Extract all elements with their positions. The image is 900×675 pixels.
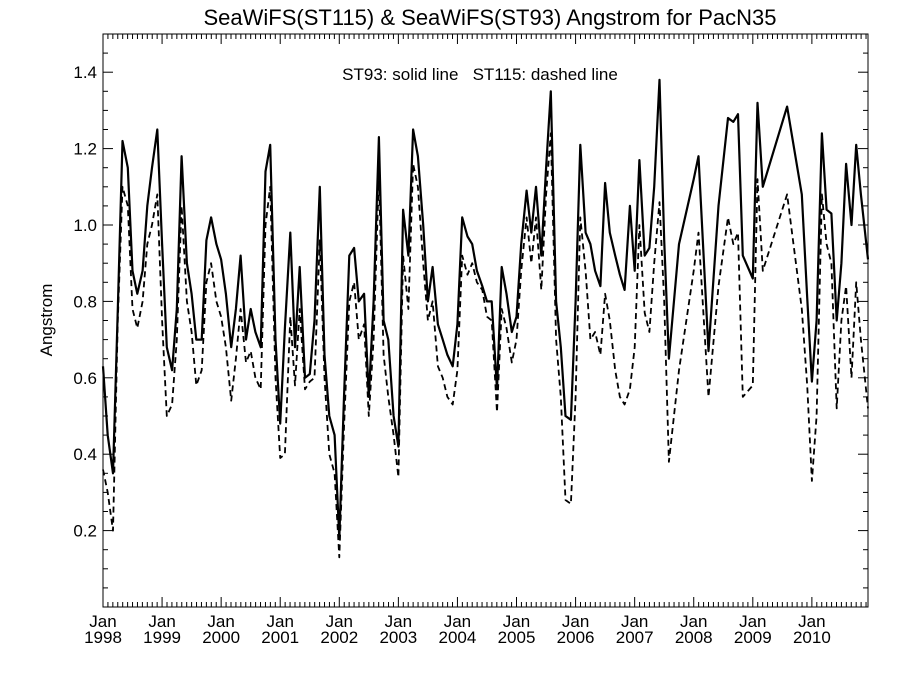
y-tick-label: 0.8 (73, 292, 97, 311)
x-tick-label-month: Jan (444, 612, 471, 631)
plot-frame (102, 33, 869, 608)
x-tick-label-month: Jan (503, 612, 530, 631)
y-tick-label: 0.6 (73, 369, 97, 388)
x-tick-label-month: Jan (680, 612, 707, 631)
x-tick-label-year: 2001 (261, 628, 299, 647)
y-tick-label: 1.0 (73, 216, 97, 235)
x-axis-ticks: Jan1998Jan1999Jan2000Jan2001Jan2002Jan20… (84, 34, 867, 647)
series-line-st115 (102, 132, 869, 559)
y-axis-ticks: 0.2 0.4 0.6 0.8 1.0 1.2 1.4 (73, 33, 868, 608)
y-tick-label: 0.2 (73, 522, 97, 541)
x-tick-label-month: Jan (798, 612, 825, 631)
x-tick-label-month: Jan (267, 612, 294, 631)
x-tick-label-month: Jan (621, 612, 648, 631)
x-tick-label-year: 2002 (320, 628, 358, 647)
y-tick-label: 0.4 (73, 445, 97, 464)
series-layer (101, 78, 870, 559)
y-tick-label: 1.2 (73, 140, 97, 159)
x-tick-label-month: Jan (385, 612, 412, 631)
x-tick-label-month: Jan (326, 612, 353, 631)
line-style-annotation: ST93: solid line ST115: dashed line (342, 65, 618, 84)
x-tick-label-year: 2000 (202, 628, 240, 647)
x-tick-label-year: 2006 (557, 628, 595, 647)
x-tick-label-year: 2005 (498, 628, 536, 647)
x-tick-label-month: Jan (89, 612, 116, 631)
x-tick-label-month: Jan (148, 612, 175, 631)
x-tick-label-year: 2004 (439, 628, 477, 647)
x-tick-label-year: 1998 (84, 628, 122, 647)
y-tick-label: 1.4 (73, 63, 97, 82)
chart-title: SeaWiFS(ST115) & SeaWiFS(ST93) Angstrom … (204, 5, 777, 30)
x-tick-label-year: 2010 (793, 628, 831, 647)
x-tick-label-year: 2003 (379, 628, 417, 647)
x-tick-label-year: 2008 (675, 628, 713, 647)
x-tick-label-year: 1999 (143, 628, 181, 647)
x-tick-label-month: Jan (739, 612, 766, 631)
x-tick-label-month: Jan (562, 612, 589, 631)
plot-area: 0.20.40.60.81.01.21.4 Jan1998Jan1999Jan2… (73, 33, 870, 647)
y-axis-label: Angstrom (37, 284, 56, 357)
x-tick-label-year: 2007 (616, 628, 654, 647)
x-tick-label-year: 2009 (734, 628, 772, 647)
x-tick-label-month: Jan (207, 612, 234, 631)
series-line-st93 (101, 78, 870, 540)
